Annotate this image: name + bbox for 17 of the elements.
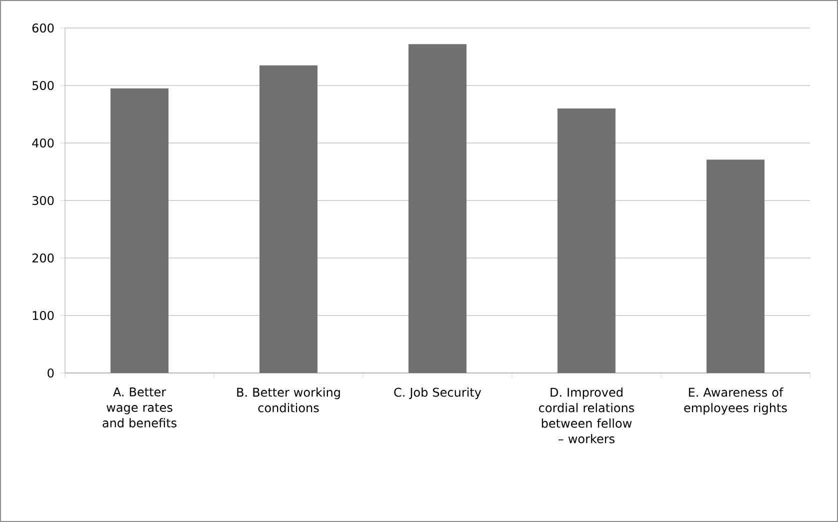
y-tick-label: 200 (32, 253, 54, 263)
y-tick-label: 600 (32, 23, 54, 33)
bar (110, 88, 169, 373)
y-tick-label: 100 (32, 310, 54, 320)
x-tick-label: C. Job Security (394, 388, 482, 400)
x-tick-label: B. Better working conditions (237, 388, 340, 412)
x-tick-label: A. Better wage rates and benefits (102, 388, 176, 428)
bar (706, 160, 764, 373)
y-tick-label: 300 (32, 196, 54, 206)
x-tick-label: D. Improved cordial relations between fellow – workers (539, 388, 634, 444)
y-tick-label: 0 (48, 368, 54, 378)
y-tick-label: 500 (32, 80, 54, 90)
x-tick-label: E. Awareness of employees rights (684, 388, 787, 415)
bar (558, 108, 616, 373)
bar (408, 44, 467, 373)
bar (260, 65, 318, 373)
y-tick-label: 400 (32, 138, 54, 148)
